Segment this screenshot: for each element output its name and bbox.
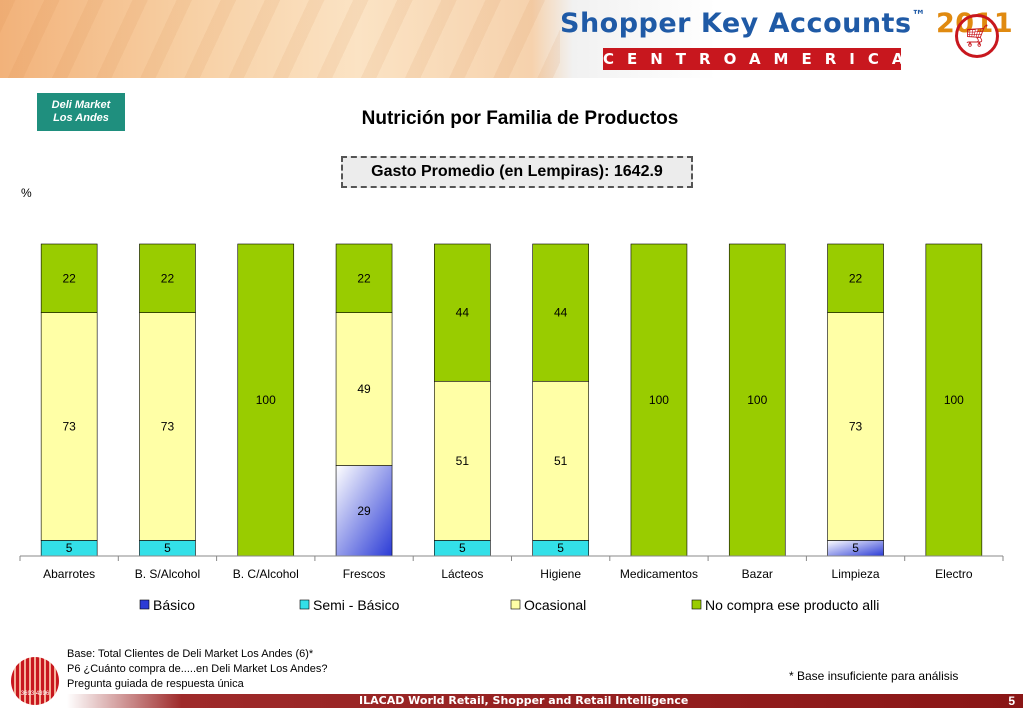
legend-swatch [299, 599, 310, 610]
header-banner: Shopper Key Accounts™ 2011 CENTROAMERICA… [0, 0, 1023, 78]
footer-text: ILACAD World Retail, Shopper and Retail … [359, 694, 689, 707]
x-tick-label: Abarrotes [43, 567, 95, 581]
unit-label: % [21, 186, 32, 200]
store-badge-line1: Deli Market [51, 99, 111, 111]
data-label: 44 [554, 306, 568, 320]
bar-segment [827, 312, 884, 541]
footer-bar: ILACAD World Retail, Shopper and Retail … [67, 694, 1023, 708]
data-label: 100 [649, 393, 669, 407]
bar-segment [827, 243, 884, 313]
x-tick-label: Electro [935, 567, 973, 581]
data-label: 73 [849, 420, 863, 434]
legend-label: Semi - Básico [313, 597, 400, 613]
data-label: 22 [62, 271, 76, 285]
bar-segment [40, 243, 98, 313]
bar-segment [335, 465, 393, 557]
data-label: 100 [944, 393, 964, 407]
header-photo-collage [0, 0, 560, 78]
footnote-base: Base: Total Clientes de Deli Market Los … [67, 648, 314, 660]
data-label: 100 [256, 393, 276, 407]
legend-label: No compra ese producto alli [705, 597, 879, 613]
data-label: 22 [161, 271, 175, 285]
data-label: 49 [357, 382, 371, 396]
data-label: 29 [357, 504, 371, 518]
x-tick-label: Bazar [742, 567, 773, 581]
data-label: 22 [849, 271, 863, 285]
x-tick-label: Medicamentos [620, 567, 698, 581]
legend-swatch [691, 599, 702, 610]
bar-segment [335, 243, 393, 313]
x-tick-label: Higiene [540, 567, 581, 581]
data-label: 73 [161, 420, 175, 434]
data-label: 5 [557, 541, 564, 555]
data-label: 51 [456, 454, 470, 468]
data-label: 5 [66, 541, 73, 555]
shopping-cart-icon: 🛒︎ [955, 14, 999, 58]
trademark-symbol: ™ [911, 8, 927, 24]
bar-segment [728, 243, 786, 557]
page-number: 5 [1008, 694, 1015, 708]
bar-segment [335, 312, 393, 466]
average-spend-box: Gasto Promedio (en Lempiras): 1642.9 [341, 156, 693, 188]
data-label: 22 [357, 271, 371, 285]
store-badge-line2: Los Andes [53, 112, 109, 124]
data-label: 100 [747, 393, 767, 407]
legend-label: Básico [153, 597, 195, 613]
bar-segment [925, 243, 983, 557]
bar-segment [434, 380, 491, 541]
data-label: 5 [164, 541, 171, 555]
data-label: 5 [852, 541, 859, 555]
legend-swatch [510, 599, 521, 610]
insufficient-base-note: * Base insuficiente para análisis [789, 669, 959, 683]
x-tick-label: B. S/Alcohol [135, 567, 200, 581]
bar-segment [532, 243, 589, 382]
data-label: 73 [62, 420, 76, 434]
bar-segment [139, 312, 196, 541]
ilacad-logo: 3693 4396 [11, 657, 59, 705]
region-banner: CENTROAMERICA [603, 48, 917, 70]
footnote: Base: Total Clientes de Deli Market Los … [67, 647, 327, 692]
data-label: 44 [456, 306, 470, 320]
store-badge: Deli Market Los Andes [37, 93, 125, 131]
x-tick-label: Frescos [343, 567, 386, 581]
data-label: 51 [554, 454, 568, 468]
legend-label: Ocasional [524, 597, 586, 613]
bar-segment [630, 243, 688, 557]
footnote-question: P6 ¿Cuánto compra de.....en Deli Market … [67, 663, 328, 675]
bar-segment [40, 312, 98, 541]
bar-segment [237, 243, 295, 557]
data-label: 5 [459, 541, 466, 555]
x-tick-label: Lácteos [441, 567, 483, 581]
legend-swatch [139, 599, 150, 610]
logo-number: 3693 4396 [20, 691, 50, 697]
bar-segment [434, 243, 491, 382]
footnote-type: Pregunta guiada de respuesta única [67, 678, 244, 690]
bar-segment [139, 243, 196, 313]
page-title: Nutrición por Familia de Productos [361, 108, 679, 129]
x-tick-label: B. C/Alcohol [233, 567, 299, 581]
x-tick-label: Limpieza [832, 567, 880, 581]
